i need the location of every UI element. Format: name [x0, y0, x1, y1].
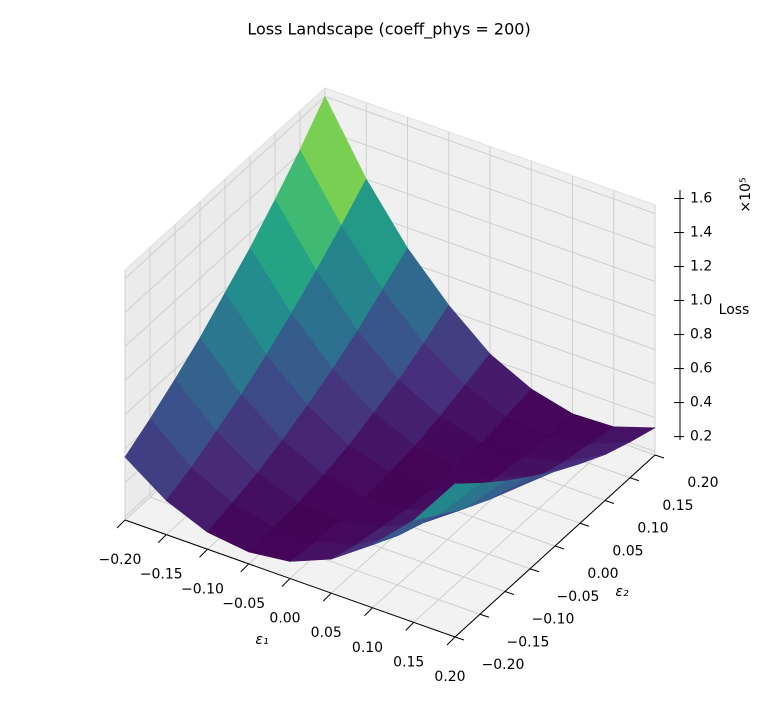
- x-tick-mark: [364, 607, 373, 617]
- x-tick-label: −0.10: [181, 581, 224, 597]
- x-tick-label: −0.05: [222, 596, 265, 612]
- x-tick-label: 0.15: [393, 654, 424, 670]
- y-tick-mark: [554, 545, 565, 550]
- x-tick-mark: [240, 563, 250, 573]
- y-tick-mark: [504, 591, 515, 595]
- surface-patch: [413, 482, 481, 521]
- y-tick-label: −0.05: [557, 589, 600, 605]
- x-tick-label: −0.20: [99, 552, 142, 568]
- z-tick-label: 1.0: [690, 293, 712, 309]
- y-axis-line: [454, 454, 656, 638]
- x-tick-mark: [281, 578, 291, 587]
- y-tick-label: 0.15: [662, 498, 693, 514]
- z-axis-label: Loss: [719, 302, 750, 318]
- z-offset-label: ×10⁵: [738, 177, 754, 212]
- chart-title: Loss Landscape (coeff_phys = 200): [247, 20, 530, 40]
- y-tick-mark: [529, 568, 540, 573]
- z-tick-label: 0.8: [690, 327, 712, 343]
- x-tick-mark: [446, 636, 456, 646]
- y-tick-label: 0.00: [587, 566, 618, 582]
- z-tick-label: 0.2: [690, 429, 712, 445]
- y-tick-mark: [479, 613, 490, 618]
- y-tick-label: −0.20: [482, 657, 525, 673]
- grid-line: [324, 96, 656, 214]
- z-tick-label: 1.4: [690, 225, 712, 241]
- x-tick-label: 0.10: [352, 640, 383, 656]
- x-tick-mark: [157, 534, 167, 543]
- grid-line: [124, 130, 326, 313]
- y-tick-label: 0.10: [637, 521, 668, 537]
- y-tick-label: 0.20: [687, 475, 718, 491]
- grid-line: [324, 164, 656, 283]
- y-tick-mark: [604, 500, 615, 504]
- x-tick-label: −0.15: [140, 567, 183, 583]
- grid-line: [324, 130, 656, 248]
- y-tick-mark: [654, 454, 665, 459]
- y-tick-label: 0.05: [612, 543, 643, 559]
- x-tick-mark: [116, 519, 126, 529]
- z-tick-label: 1.2: [690, 259, 712, 275]
- y-axis-label: ε₂: [615, 584, 629, 600]
- x-tick-label: 0.00: [269, 611, 300, 627]
- y-tick-mark: [579, 522, 590, 527]
- y-tick-mark: [629, 477, 640, 482]
- x-tick-mark: [405, 622, 415, 631]
- x-tick-label: 0.20: [434, 669, 465, 685]
- y-tick-mark: [454, 636, 465, 641]
- z-tick-label: 1.6: [690, 191, 712, 207]
- x-tick-mark: [199, 548, 208, 558]
- x-axis-line: [124, 519, 456, 638]
- grid-line: [124, 96, 326, 279]
- x-tick-mark: [322, 592, 332, 602]
- x-axis-label: ε₁: [255, 632, 268, 648]
- z-tick-label: 0.4: [690, 395, 712, 411]
- x-tick-label: 0.05: [311, 625, 342, 641]
- y-tick-label: −0.10: [532, 612, 575, 628]
- y-tick-label: −0.15: [507, 634, 550, 650]
- z-tick-label: 0.6: [690, 361, 712, 377]
